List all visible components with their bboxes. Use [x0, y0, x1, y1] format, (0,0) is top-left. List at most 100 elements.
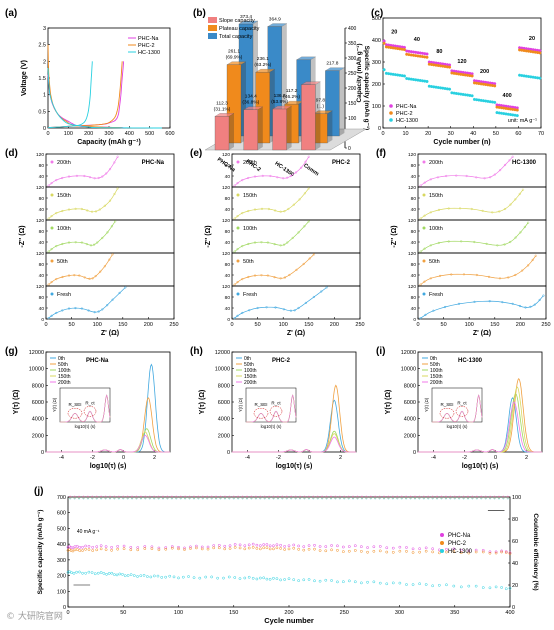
chart-c-point [470, 94, 474, 98]
chart-h-inset-line [246, 394, 297, 423]
chart-j-capacity-point [405, 549, 408, 553]
chart-j-efficiency-point [431, 496, 434, 499]
chart-j-efficiency-point [449, 496, 452, 499]
chart-j-efficiency-point [153, 496, 156, 499]
chart-j-efficiency-point [144, 496, 147, 499]
panel-label-c: (c) [371, 8, 383, 19]
chart-j-capacity-point [347, 545, 351, 548]
chart-i-ytick-label: 2000 [404, 433, 416, 439]
chart-b-bar-top [226, 61, 247, 65]
chart-j-capacity-point [353, 549, 357, 552]
chart-g-legend-label: 200th [58, 380, 71, 386]
chart-j-capacity-point [195, 546, 198, 550]
chart-j-capacity-point [247, 546, 251, 550]
chart-j-capacity-point [504, 551, 508, 554]
chart-j-efficiency-point [493, 496, 496, 499]
chart-j-capacity-point [500, 586, 503, 589]
chart-d-point [75, 174, 78, 178]
chart-i-ytick-label: 10000 [401, 367, 416, 373]
chart-a-ytick-label: 1.5 [38, 76, 46, 82]
chart-j-capacity-point [283, 548, 286, 551]
chart-g-ytick-label: 10000 [29, 367, 44, 373]
chart-e-series-swatch [236, 160, 240, 164]
chart-e-point [295, 268, 298, 271]
chart-j-efficiency-point [162, 497, 165, 500]
chart-e-point [247, 275, 250, 279]
chart-d-point [108, 199, 112, 202]
chart-f-point [460, 240, 463, 243]
chart-j-capacity-point [164, 575, 167, 579]
chart-j-xtick-label: 350 [450, 610, 459, 616]
chart-j-capacity-point [385, 546, 389, 550]
chart-j-capacity-point [121, 573, 124, 576]
chart-i-inset-ylabel: Y(τ) (Ω) [424, 397, 429, 412]
chart-b-data-label: (31.1%) [214, 106, 231, 112]
chart-j-capacity-point [95, 545, 99, 548]
chart-f-point [524, 306, 527, 309]
chart-a-xtick-label: 300 [104, 131, 113, 137]
chart-f-point [507, 276, 510, 279]
chart-j-capacity-point [275, 543, 279, 547]
chart-j-efficiency-point [179, 496, 182, 499]
chart-j-capacity-point [75, 548, 79, 551]
chart-i-xtick-label: 0 [494, 455, 497, 461]
chart-j-capacity-point [508, 551, 512, 555]
chart-j-capacity-point [69, 546, 73, 549]
chart-j-capacity-point [431, 547, 434, 551]
chart-j-efficiency-point [369, 496, 372, 499]
chart-d-point [124, 286, 127, 289]
chart-i-legend-label: 150th [430, 374, 443, 380]
chart-j-capacity-point [189, 545, 192, 549]
chart-d-point [55, 311, 58, 315]
chart-h-legend-label: 0th [244, 356, 251, 362]
chart-j-capacity-point [313, 543, 316, 547]
chart-j-capacity-point [330, 548, 333, 552]
chart-b-bar-side [257, 106, 263, 150]
chart-j-efficiency-point [139, 496, 142, 499]
chart-a-series-charge [47, 61, 93, 129]
chart-j-efficiency-point [338, 497, 341, 500]
chart-h-inset-highlight [253, 408, 269, 419]
chart-c-frame [382, 17, 542, 129]
chart-j-efficiency-point [369, 497, 372, 500]
chart-e-ytick-label: 0 [227, 317, 230, 323]
chart-f-subplot-frame [417, 285, 547, 320]
chart-e-subplot-frame [231, 153, 361, 188]
chart-g-series-line [46, 428, 170, 453]
chart-j-efficiency-point [91, 496, 94, 499]
chart-e-point [308, 257, 311, 260]
chart-d-point [47, 184, 50, 187]
chart-f-point [419, 184, 422, 187]
chart-j-capacity-point [398, 581, 402, 585]
chart-j-efficiency-point [219, 496, 222, 499]
chart-b-bar-top [255, 69, 276, 73]
chart-j-capacity-point [405, 583, 408, 586]
chart-j-efficiency-point [453, 496, 456, 499]
chart-j-efficiency-point [184, 497, 187, 500]
chart-g-legend-label: 0th [58, 356, 65, 362]
chart-j-capacity-point [372, 545, 376, 549]
chart-e-series-swatch [236, 259, 240, 263]
chart-f-curve [420, 189, 524, 219]
chart-c-xtick-label: 30 [448, 131, 454, 137]
chart-j-capacity-point [398, 549, 402, 553]
chart-d-series-swatch [50, 292, 54, 296]
chart-d-point [73, 274, 76, 277]
chart-f-point [529, 305, 532, 308]
chart-j-efficiency-point [360, 497, 363, 500]
chart-j-efficiency-point [480, 496, 483, 499]
chart-j-capacity-point [136, 546, 140, 549]
chart-j-capacity-point [297, 544, 300, 548]
chart-j-legend-swatch [440, 533, 444, 537]
chart-h-inset-xlabel: log10(τ) (s) [261, 424, 282, 429]
chart-j-capacity-point [275, 546, 279, 550]
chart-h-ytick-label: 4000 [218, 417, 230, 423]
chart-j-capacity-point [324, 545, 328, 548]
chart-j-capacity-point [177, 547, 180, 551]
chart-f-ytick-label: 120 [408, 185, 416, 191]
chart-j-efficiency-point [409, 496, 412, 499]
chart-j-capacity-point [142, 573, 146, 577]
chart-j-capacity-point [247, 575, 251, 579]
chart-j-capacity-point [206, 547, 210, 551]
chart-j-efficiency-point [387, 496, 390, 499]
